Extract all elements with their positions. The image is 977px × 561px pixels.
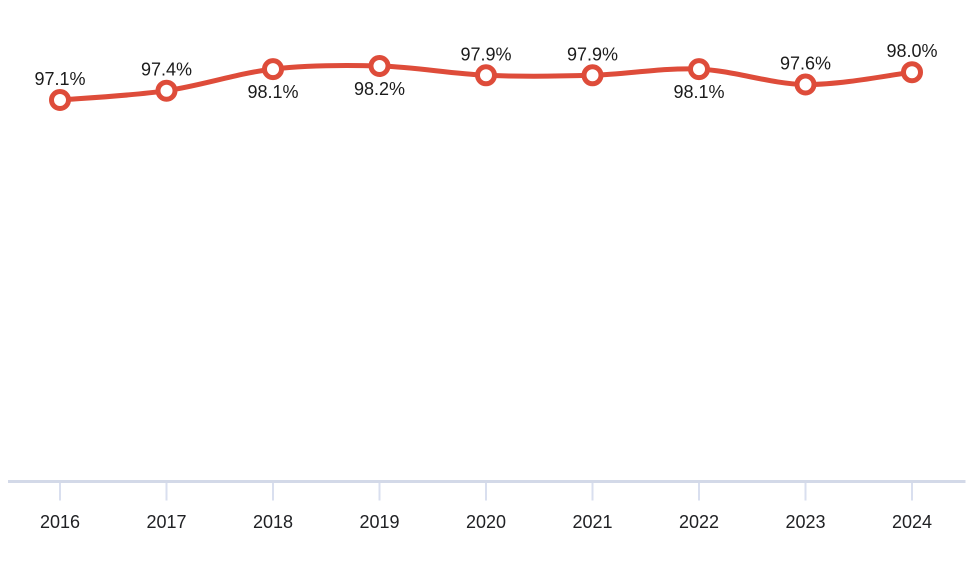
data-point-label-2023: 97.6% [780, 54, 831, 74]
x-axis-label: 2019 [359, 512, 399, 532]
data-point-marker-2019[interactable] [368, 55, 391, 77]
data-point-marker-2021[interactable] [581, 64, 604, 87]
x-axis-label: 2017 [146, 512, 186, 532]
data-point-label-2020: 97.9% [460, 44, 511, 64]
data-point-label-2024: 98.0% [886, 41, 937, 61]
data-point-marker-2022[interactable] [688, 58, 710, 81]
data-point-label-2018: 98.1% [247, 82, 298, 102]
data-point-marker-2020[interactable] [475, 64, 497, 87]
data-point-label-2021: 97.9% [567, 44, 618, 64]
data-point-marker-2023[interactable] [794, 73, 817, 96]
x-axis-label: 2023 [785, 512, 825, 532]
x-axis-label: 2021 [572, 512, 612, 532]
data-point-marker-2018[interactable] [262, 58, 284, 81]
x-axis-label: 2022 [679, 512, 719, 532]
data-point-marker-2016[interactable] [49, 89, 71, 111]
data-point-label-2022: 98.1% [673, 82, 724, 102]
data-point-label-2017: 97.4% [141, 60, 192, 80]
data-point-label-2016: 97.1% [34, 69, 85, 89]
data-point-marker-2024[interactable] [901, 61, 923, 84]
data-point-label-2019: 98.2% [354, 79, 405, 99]
x-axis-label: 2020 [466, 512, 506, 532]
x-axis-label: 2024 [892, 512, 932, 532]
x-axis-label: 2016 [40, 512, 80, 532]
data-point-marker-2017[interactable] [155, 79, 178, 102]
x-axis-label: 2018 [253, 512, 293, 532]
